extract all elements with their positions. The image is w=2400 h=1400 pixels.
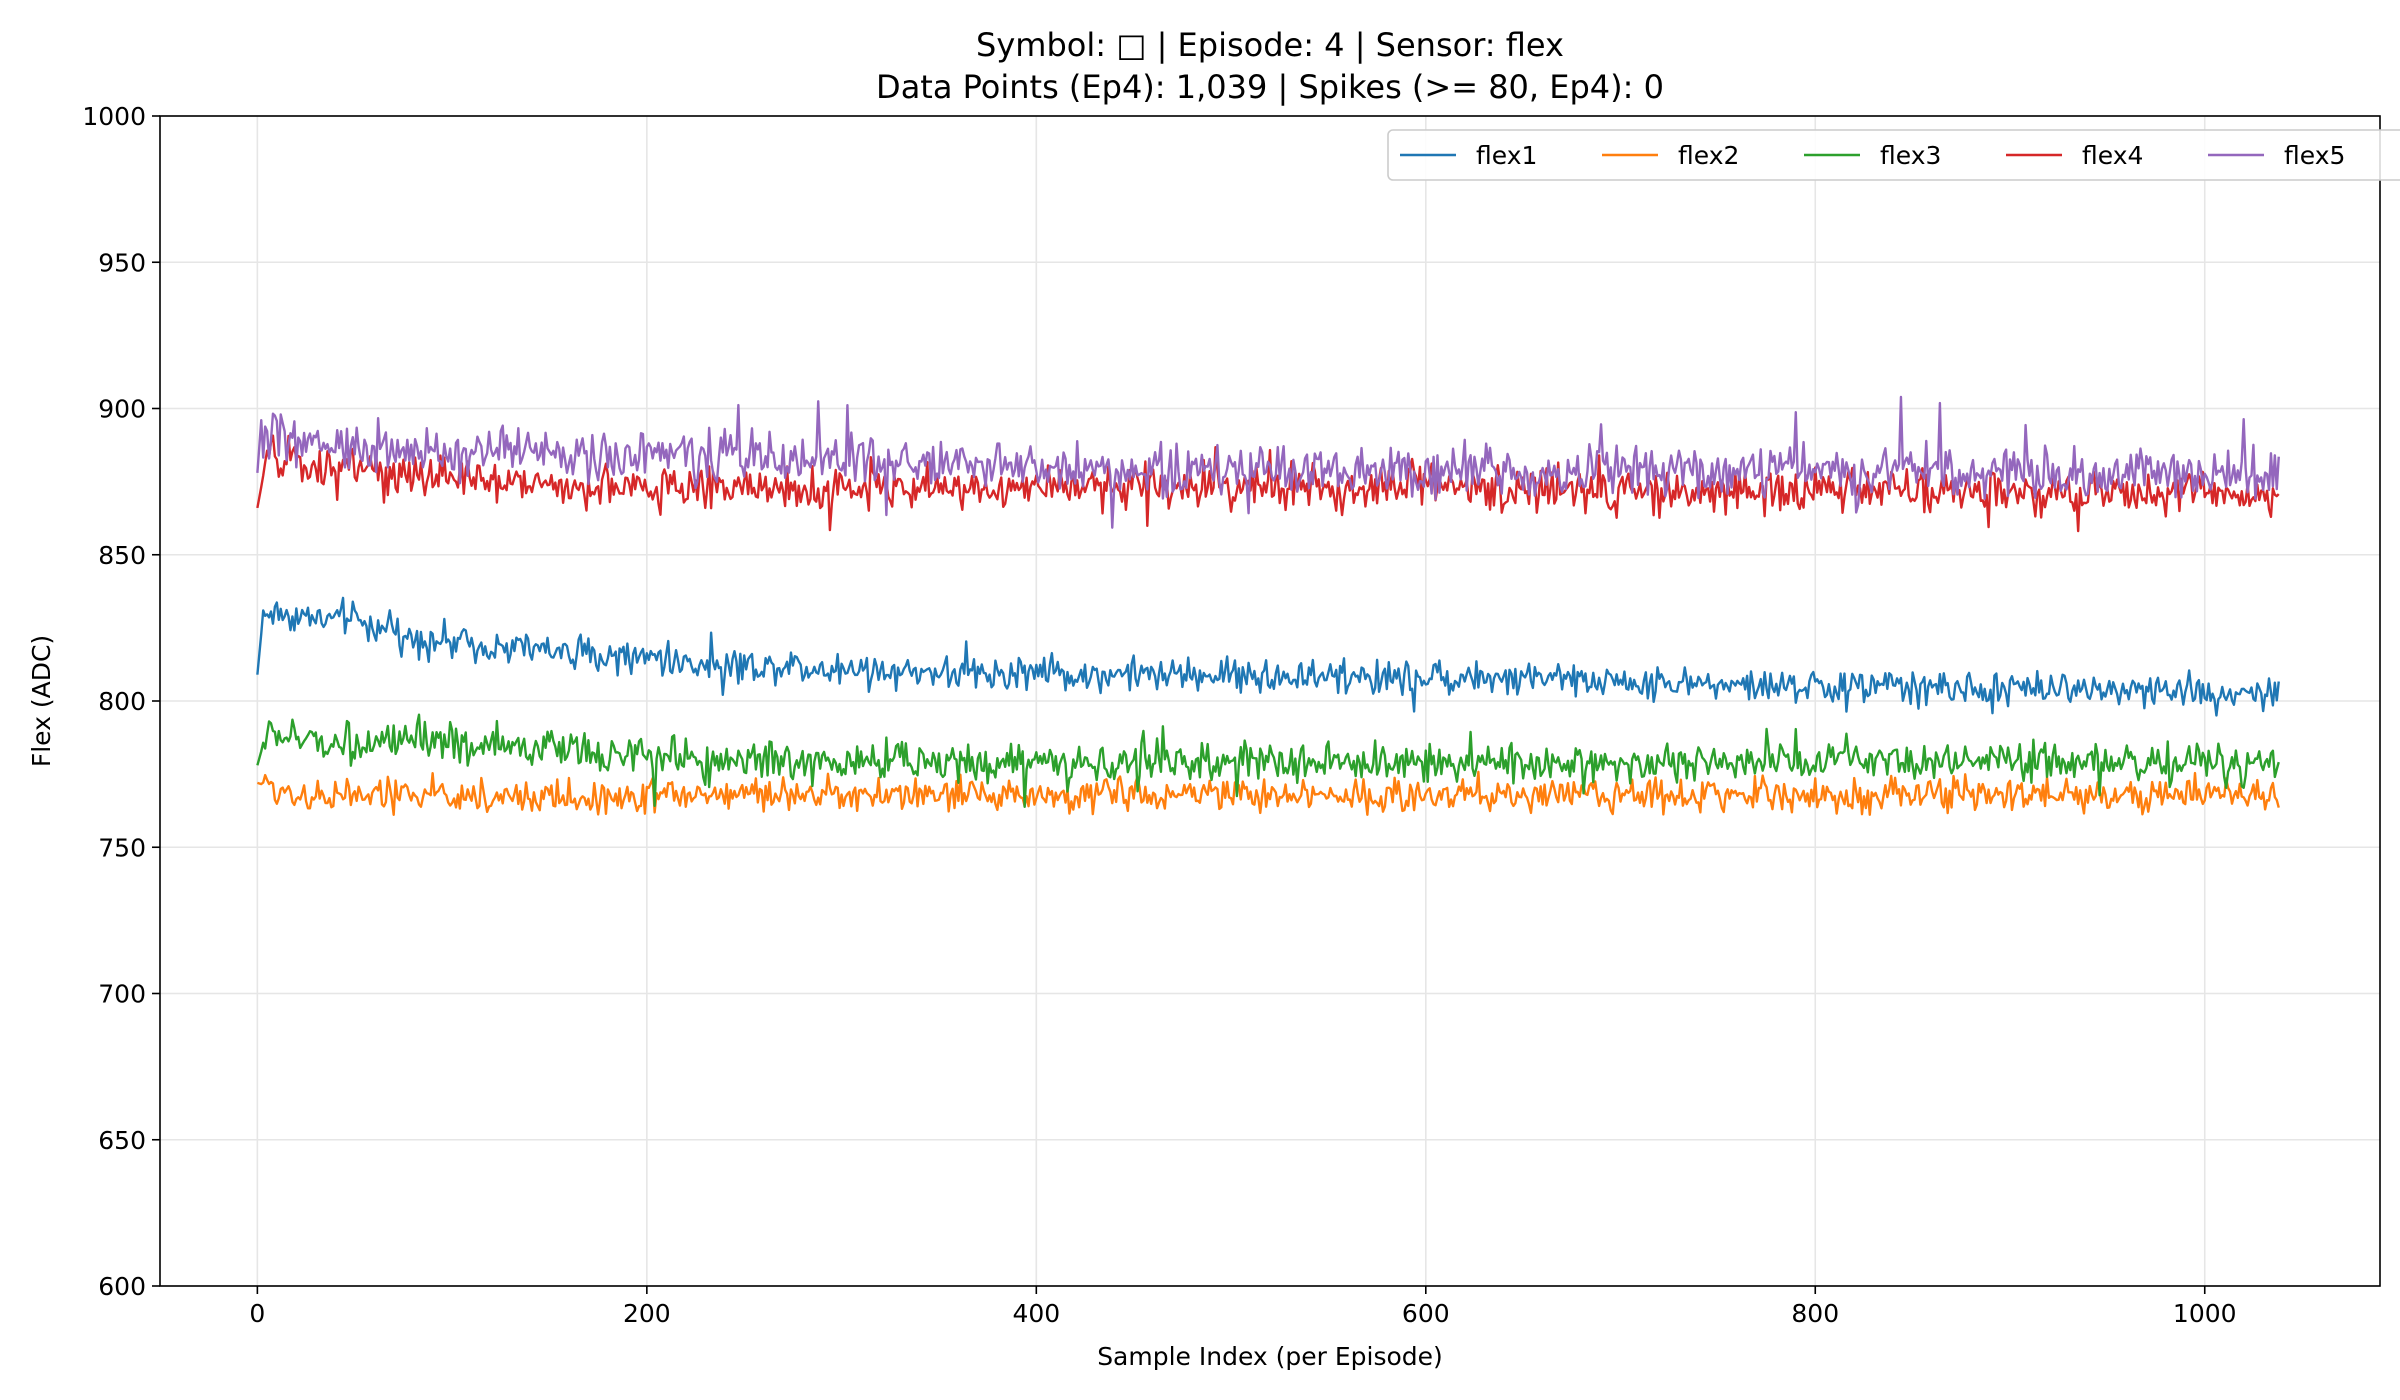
legend-label-flex1: flex1 [1476, 141, 1537, 170]
y-tick-label: 800 [98, 687, 146, 716]
series-line-flex5 [256, 395, 2280, 529]
y-tick-label: 1000 [82, 102, 146, 131]
y-tick-label: 650 [98, 1126, 146, 1155]
legend-label-flex2: flex2 [1678, 141, 1739, 170]
x-tick-label: 800 [1791, 1299, 1839, 1328]
chart-subtitle: Data Points (Ep4): 1,039 | Spikes (>= 80… [876, 68, 1664, 106]
grid [160, 115, 2380, 1287]
chart-title: Symbol: □ | Episode: 4 | Sensor: flex [976, 26, 1564, 64]
series-line-flex2 [257, 770, 2280, 816]
x-tick-label: 1000 [2173, 1299, 2237, 1328]
series-line-flex1 [256, 596, 2280, 717]
x-tick-label: 400 [1012, 1299, 1060, 1328]
legend-label-flex4: flex4 [2082, 141, 2143, 170]
y-tick-label: 600 [98, 1272, 146, 1301]
y-tick-label: 850 [98, 541, 146, 570]
legend: flex1 flex2 flex3 flex4 flex5 [1387, 129, 2400, 181]
y-tick-label: 700 [98, 980, 146, 1009]
x-tick-label: 200 [623, 1299, 671, 1328]
x-axis-label: Sample Index (per Episode) [1097, 1342, 1443, 1371]
x-tick-label: 0 [249, 1299, 265, 1328]
legend-label-flex5: flex5 [2284, 141, 2345, 170]
legend-box [1387, 129, 2400, 181]
legend-label-flex3: flex3 [1880, 141, 1941, 170]
y-axis-label: Flex (ADC) [27, 635, 56, 767]
series-lines [256, 395, 2280, 816]
series-line-flex3 [256, 713, 2280, 808]
y-tick-label: 750 [98, 833, 146, 862]
axis-ticks: 0 200 400 600 800 1000 600 650 700 750 800 850 900 95… [82, 102, 2236, 1328]
x-tick-label: 600 [1402, 1299, 1450, 1328]
y-tick-label: 900 [98, 395, 146, 424]
y-tick-label: 950 [98, 248, 146, 277]
